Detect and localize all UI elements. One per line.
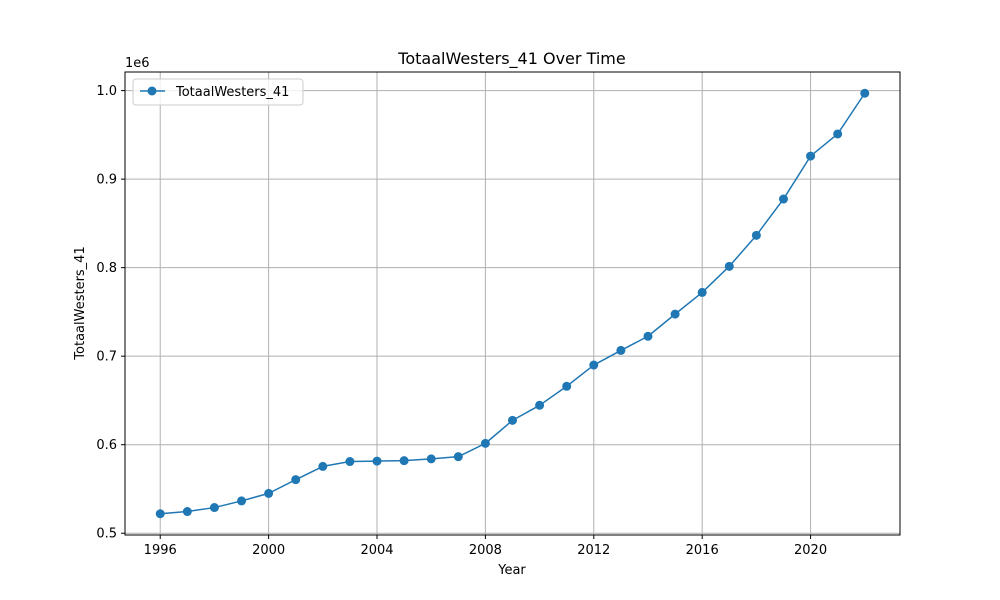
legend: TotaalWesters_41 [132, 78, 304, 106]
grid [125, 72, 900, 535]
x-axis-label: Year [497, 563, 526, 578]
data-point-marker [345, 457, 355, 467]
data-point-marker [209, 503, 219, 513]
data-point-marker [399, 456, 409, 466]
x-tick-label: 2012 [577, 543, 610, 558]
data-point-marker [833, 129, 843, 139]
legend-label: TotaalWesters_41 [175, 85, 289, 100]
series-layer [155, 88, 870, 519]
data-point-marker [291, 475, 301, 485]
data-point-marker [616, 345, 626, 355]
data-point-marker [318, 461, 328, 471]
x-tick-label: 2016 [686, 543, 719, 558]
axis-ticks: 1996 2000 2004 2008 2012 2016 2020 0.5 0.6 0.7 0.8… [96, 84, 827, 558]
data-point-marker [697, 287, 707, 297]
legend-marker-swatch [147, 86, 157, 96]
legend-box [132, 78, 304, 106]
data-point-marker [155, 509, 165, 519]
x-tick-label: 2000 [252, 543, 285, 558]
y-axis-offset-label: 1e6 [125, 56, 150, 71]
data-point-marker [426, 454, 436, 464]
x-tick-label: 2008 [469, 543, 502, 558]
chart-title: TotaalWesters_41 Over Time [397, 49, 625, 69]
y-tick-label: 0.7 [96, 350, 117, 365]
data-point-marker [778, 194, 788, 204]
data-point-marker [670, 309, 680, 319]
plot-area-frame [124, 71, 901, 536]
x-tick-label: 1996 [144, 543, 177, 558]
data-point-marker [562, 381, 572, 391]
y-tick-label: 0.5 [96, 527, 117, 542]
y-tick-label: 0.9 [96, 173, 117, 188]
data-point-marker [806, 151, 816, 161]
y-tick-label: 0.8 [96, 261, 117, 276]
data-point-marker [589, 360, 599, 370]
data-point-marker [480, 438, 490, 448]
data-point-marker [724, 261, 734, 271]
x-tick-label: 2004 [360, 543, 393, 558]
y-axis-label: TotaalWesters_41 [73, 246, 88, 360]
data-point-marker [237, 496, 247, 506]
data-point-marker [508, 415, 517, 425]
y-tick-label: 0.6 [96, 438, 117, 453]
data-point-marker [860, 88, 870, 98]
x-tick-label: 2020 [794, 543, 827, 558]
data-point-marker [264, 488, 274, 498]
data-point-marker [182, 507, 192, 517]
data-point-marker [535, 400, 545, 410]
data-point-marker [751, 230, 761, 240]
data-point-marker [453, 452, 463, 462]
data-point-marker [372, 456, 382, 466]
y-tick-label: 1.0 [96, 84, 117, 99]
data-point-marker [643, 331, 653, 341]
